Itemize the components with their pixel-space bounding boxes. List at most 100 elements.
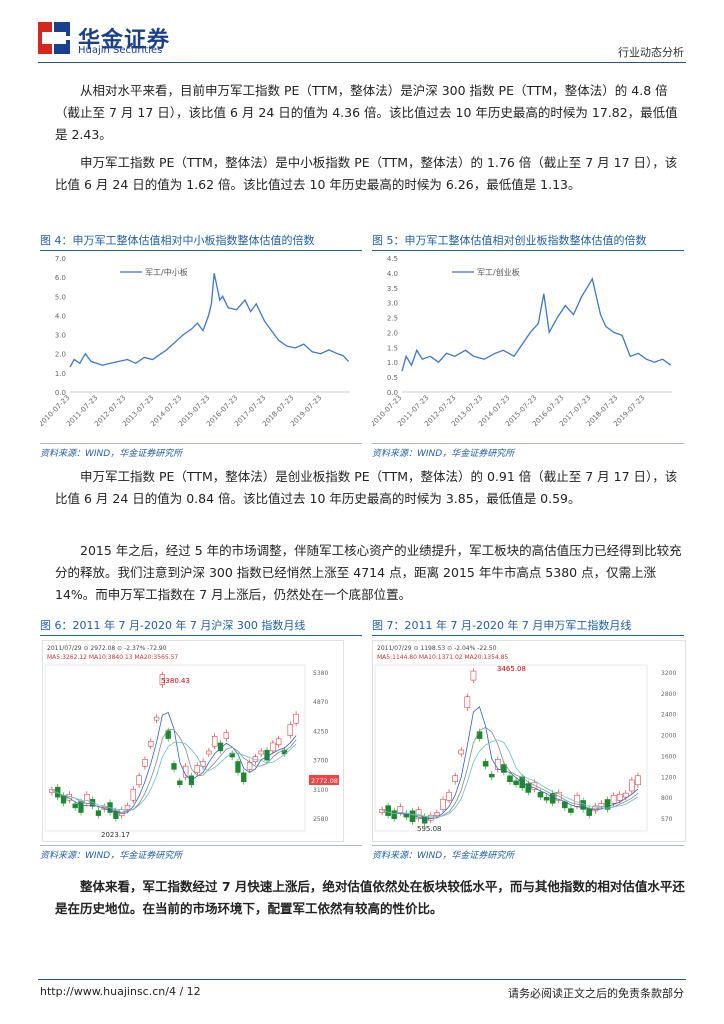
- fig7-candle: [622, 792, 629, 798]
- fig7-ma-line: [381, 706, 639, 820]
- fig7-axis-label: 2000: [661, 733, 676, 740]
- fig5-ytick: 4.5: [387, 255, 398, 263]
- fig7-candle: [458, 749, 465, 755]
- fig7-axis-label: 3200: [661, 670, 676, 677]
- fig6-candle: [293, 713, 299, 724]
- fig7-axis-label: 2400: [661, 712, 676, 719]
- fig7-candle: [488, 773, 495, 778]
- fig7-caption-rule: [372, 635, 684, 636]
- fig6-candle: [165, 730, 171, 739]
- footer-url[interactable]: http://www.huajinsc.cn/4 / 12: [40, 985, 201, 998]
- fig7-axis-label: 1200: [661, 774, 676, 781]
- fig4-ytick: 3.0: [55, 332, 66, 340]
- fig6-candle: [130, 788, 136, 801]
- fig6-source: 资料来源：WIND，华金证券研究所: [40, 851, 183, 861]
- fig7-candle: [470, 670, 477, 681]
- fig7-candle: [635, 775, 641, 786]
- fig5-caption: 图 5：申万军工整体估值相对创业板指数整体估值的倍数: [372, 234, 647, 247]
- fig7-candle: [598, 803, 605, 807]
- fig4-ytick: 0.0: [55, 389, 66, 397]
- fig6-axis-label: 3100: [313, 787, 328, 794]
- fig5-caption-rule: [372, 250, 684, 251]
- paragraph-conclusion: 整体来看，军工指数经过 7 月快速上涨后，绝对估值依然处在板块较低水平，而与其他…: [55, 879, 685, 916]
- fig6-candle: [287, 724, 293, 736]
- fig6-peak-label: 5380.43: [161, 677, 190, 685]
- fig6-ma-line: [51, 728, 297, 813]
- fig7-candle: [495, 759, 501, 770]
- fig6-candle: [159, 674, 166, 685]
- fig7-candle: [446, 791, 452, 801]
- fig6-candle: [72, 803, 78, 809]
- fig6-candle: [177, 780, 183, 786]
- fig5-ytick: 3.5: [387, 285, 398, 293]
- fig7-candle: [385, 805, 391, 816]
- fig7-source: 资料来源：WIND，华金证券研究所: [372, 851, 515, 861]
- fig6-plot-frame: [44, 664, 306, 832]
- fig5-ytick: 1.5: [387, 344, 398, 352]
- fig6-caption-rule: [40, 635, 362, 636]
- fig5-ytick: 2.0: [387, 329, 398, 337]
- fig7-candle: [629, 779, 635, 792]
- paragraph-pe-vs-gem: 申万军工指数 PE（TTM，整体法）是创业板指数 PE（TTM，整体法）的 0.…: [55, 469, 678, 506]
- fig6-source-rule: [40, 845, 362, 846]
- fig6-caption: 图 6：2011 年 7 月-2020 年 7 月沪深 300 指数月线: [40, 619, 306, 632]
- fig5-ytick: 1.0: [387, 359, 398, 367]
- fig6-kline-ma: MA5:3262.12 MA10:3840.13 MA20:3565.57: [47, 654, 178, 661]
- fig7-candles: 3200 2800 2400 2000 1600 1200 800 570: [374, 664, 676, 832]
- fig4-ytick: 6.0: [55, 274, 66, 282]
- header-divider: [38, 62, 686, 63]
- fig6-candle: [136, 775, 142, 786]
- fig7-candle: [531, 782, 538, 790]
- fig7-ma-line: [381, 739, 639, 818]
- fig7-candle: [409, 810, 416, 823]
- fig6-ma-line: [51, 711, 297, 815]
- fig6-candle: [241, 772, 247, 782]
- fig6-candle: [142, 759, 148, 767]
- fig6-candle: [84, 794, 90, 804]
- fig7-candle: [397, 806, 404, 813]
- fig7-axis-label: 800: [661, 795, 673, 802]
- huajin-logo-icon: [38, 22, 70, 54]
- fig6-candle: [270, 742, 276, 752]
- fig7-candle: [501, 764, 507, 773]
- fig6-axis-label: 5380: [313, 670, 328, 677]
- fig6-low-label: 2023.17: [101, 831, 130, 839]
- fig4-caption-rule: [40, 250, 362, 251]
- fig5-ytick: 3.0: [387, 300, 398, 308]
- fig6-kline-header: 2011/07/29 ⊙ 2972.08 ⊙ -2.37% -72.90: [47, 645, 167, 652]
- fig6-axis-label: 2580: [313, 816, 328, 823]
- fig6-candle: [246, 762, 253, 770]
- fig7-candle: [440, 799, 446, 810]
- fig5-ytick: 2.5: [387, 315, 398, 323]
- fig6-candle: [124, 805, 131, 810]
- fig7-candle: [452, 775, 458, 782]
- fig5-series-line: [401, 277, 672, 372]
- fig7-candle: [604, 799, 611, 810]
- fig6-candle: [217, 742, 224, 752]
- fig6-candle: [235, 761, 241, 773]
- fig4-ytick: 7.0: [55, 255, 66, 263]
- fig7-candle: [507, 775, 513, 782]
- fig7-low-label: 595.08: [417, 825, 442, 833]
- fig4-series-line: [69, 273, 350, 368]
- fig4-legend-label: 军工/中小板: [145, 267, 188, 277]
- fig6-axis-label: 3700: [313, 758, 328, 765]
- paragraph-pe-vs-sme: 申万军工指数 PE（TTM，整体法）是中小板指数 PE（TTM，整体法）的 1.…: [55, 155, 678, 192]
- fig6-candle: [78, 801, 84, 813]
- logo-english: Huajin Securities: [78, 45, 163, 56]
- fig4-source-rule: [40, 443, 362, 444]
- fig6-candles: 5380 4870 4250 3700 3100 2580: [44, 664, 328, 832]
- fig6-ma-line: [51, 741, 297, 811]
- fig7-candle: [391, 810, 398, 819]
- fig7-sw-military-kline-image: 2011/07/29 ⊙ 1198.53 ⊙ -2.04% -22.50 MA5…: [372, 640, 686, 842]
- fig6-hs300-kline-image: 2011/07/29 ⊙ 2972.08 ⊙ -2.37% -72.90 MA5…: [42, 640, 344, 842]
- fig4-line-chart: 7.06.05.04.03.02.01.00.02010-07-232011-0…: [40, 255, 350, 428]
- fig7-candle: [616, 793, 623, 801]
- fig6-candle: [89, 799, 96, 807]
- fig6-candle: [206, 750, 212, 755]
- fig7-candle: [464, 696, 471, 709]
- fig6-candle: [229, 752, 235, 758]
- fig7-candle: [537, 791, 544, 798]
- footer-disclaimer: 请务必阅读正文之后的免责条款部分: [508, 987, 684, 1000]
- fig7-candle: [513, 780, 519, 786]
